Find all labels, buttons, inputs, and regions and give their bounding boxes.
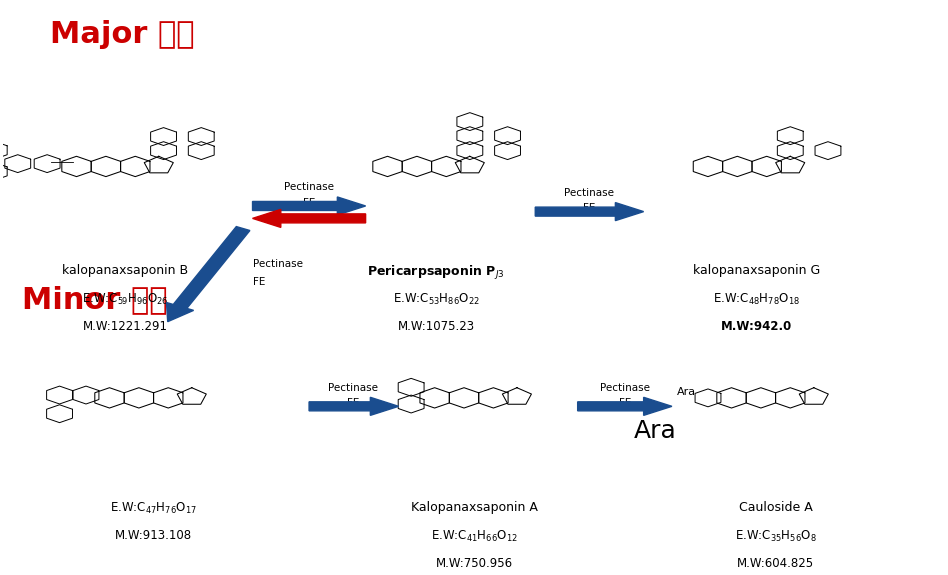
Text: M.W:1221.291: M.W:1221.291 bbox=[82, 320, 168, 333]
Text: Pectinase: Pectinase bbox=[328, 384, 378, 393]
Text: Kalopanaxsaponin A: Kalopanaxsaponin A bbox=[410, 501, 538, 513]
Text: M.W:604.825: M.W:604.825 bbox=[737, 557, 814, 570]
Text: M.W:1075.23: M.W:1075.23 bbox=[398, 320, 475, 333]
Text: E.W:C$_{59}$H$_{96}$O$_{26}$: E.W:C$_{59}$H$_{96}$O$_{26}$ bbox=[82, 292, 169, 307]
Text: FE: FE bbox=[619, 398, 631, 408]
Text: Minor 기질: Minor 기질 bbox=[22, 285, 167, 314]
Polygon shape bbox=[577, 397, 672, 415]
Text: Ara: Ara bbox=[677, 387, 696, 397]
Text: FE: FE bbox=[347, 398, 359, 408]
Text: E.W:C$_{41}$H$_{66}$O$_{12}$: E.W:C$_{41}$H$_{66}$O$_{12}$ bbox=[430, 529, 518, 544]
Polygon shape bbox=[309, 397, 398, 415]
Text: FE: FE bbox=[252, 277, 264, 286]
Text: E.W:C$_{53}$H$_{86}$O$_{22}$: E.W:C$_{53}$H$_{86}$O$_{22}$ bbox=[393, 292, 480, 307]
Text: kalopanaxsaponin B: kalopanaxsaponin B bbox=[63, 263, 189, 277]
Polygon shape bbox=[167, 227, 250, 321]
Polygon shape bbox=[536, 202, 644, 221]
Text: Ara: Ara bbox=[634, 419, 677, 443]
Text: Pectinase: Pectinase bbox=[600, 384, 649, 393]
Text: E.W:C$_{35}$H$_{56}$O$_{8}$: E.W:C$_{35}$H$_{56}$O$_{8}$ bbox=[735, 529, 816, 544]
Text: M.W:942.0: M.W:942.0 bbox=[721, 320, 793, 333]
Polygon shape bbox=[252, 197, 366, 215]
Text: E.W:C$_{48}$H$_{78}$O$_{18}$: E.W:C$_{48}$H$_{78}$O$_{18}$ bbox=[713, 292, 800, 307]
Text: Cauloside A: Cauloside A bbox=[738, 501, 812, 513]
Text: M.W:750.956: M.W:750.956 bbox=[435, 557, 513, 570]
Text: Pectinase: Pectinase bbox=[564, 187, 614, 197]
Polygon shape bbox=[252, 209, 366, 228]
Text: Pericarpsaponin P$_{J3}$: Pericarpsaponin P$_{J3}$ bbox=[368, 263, 505, 282]
Text: E.W:C$_{47}$H$_{76}$O$_{17}$: E.W:C$_{47}$H$_{76}$O$_{17}$ bbox=[110, 501, 197, 516]
Text: FE: FE bbox=[302, 197, 316, 208]
Text: Major 기질: Major 기질 bbox=[50, 20, 194, 49]
Text: M.W:913.108: M.W:913.108 bbox=[115, 529, 192, 542]
Text: Pectinase: Pectinase bbox=[284, 182, 334, 193]
Text: Pectinase: Pectinase bbox=[252, 259, 302, 269]
Text: FE: FE bbox=[583, 202, 595, 213]
Text: kalopanaxsaponin G: kalopanaxsaponin G bbox=[693, 263, 820, 277]
